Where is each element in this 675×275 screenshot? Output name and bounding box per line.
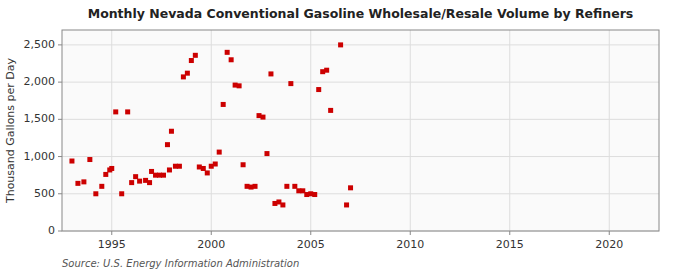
point: [268, 71, 273, 76]
y-grid-line: [62, 193, 659, 194]
point: [264, 151, 269, 156]
x-tick: [410, 231, 411, 235]
x-grid-line: [410, 30, 411, 231]
point: [129, 180, 134, 185]
point: [167, 167, 172, 172]
x-grid-line: [609, 30, 610, 231]
chart: 0 500 1,000 1,500 2,000 2,500 1995 2000 2005 2010…: [0, 0, 675, 275]
point: [201, 166, 206, 171]
point: [284, 184, 289, 189]
y-tick-label: 2,500: [24, 38, 56, 51]
point: [225, 50, 230, 55]
point: [113, 109, 118, 114]
point: [338, 42, 343, 47]
points: [69, 42, 353, 207]
y-grid-line: [62, 156, 659, 157]
point: [133, 174, 138, 179]
point: [288, 81, 293, 86]
point: [205, 170, 210, 175]
point: [312, 192, 317, 197]
point: [119, 191, 124, 196]
y-tick: [58, 119, 62, 120]
point: [81, 179, 86, 184]
x-tick: [111, 231, 112, 235]
point: [161, 173, 166, 178]
point: [137, 179, 142, 184]
y-tick: [58, 156, 62, 157]
point: [229, 57, 234, 62]
y-grid-line: [62, 119, 659, 120]
point: [260, 115, 265, 120]
x-tick: [310, 231, 311, 235]
point: [292, 184, 297, 189]
point: [328, 108, 333, 113]
point: [87, 157, 92, 162]
x-grid-line: [211, 30, 212, 231]
plot-area: [62, 30, 659, 231]
y-grid-line: [62, 82, 659, 83]
point: [193, 53, 198, 58]
grid: [62, 30, 659, 231]
point: [316, 87, 321, 92]
x-tick-label: 2020: [595, 238, 623, 251]
x-grid-line: [111, 30, 112, 231]
x-tick-label: 1995: [98, 238, 126, 251]
x-tick-label: 2015: [496, 238, 524, 251]
y-tick: [58, 82, 62, 83]
x-tick-label: 2000: [197, 238, 225, 251]
point: [189, 58, 194, 63]
point: [125, 109, 130, 114]
point: [177, 164, 182, 169]
point: [69, 159, 74, 164]
x-tick: [211, 231, 212, 235]
y-tick: [58, 44, 62, 45]
point: [221, 102, 226, 107]
y-tick-label: 1,000: [24, 150, 56, 163]
y-tick-label: 2,000: [24, 75, 56, 88]
point: [344, 202, 349, 207]
x-tick: [509, 231, 510, 235]
plot-frame: [62, 30, 659, 231]
y-tick: [58, 231, 62, 232]
x-tick: [609, 231, 610, 235]
x-tick-label: 2010: [396, 238, 424, 251]
y-tick-label: 500: [34, 187, 55, 200]
point: [93, 191, 98, 196]
y-grid-line: [62, 44, 659, 45]
title: Monthly Nevada Conventional Gasoline Who…: [88, 6, 634, 21]
point: [75, 181, 80, 186]
x-tick-label: 2005: [297, 238, 325, 251]
point: [99, 184, 104, 189]
point: [165, 142, 170, 147]
x-grid-line: [509, 30, 510, 231]
point: [185, 71, 190, 76]
y-axis-label: Thousand Gallons per Day: [4, 57, 17, 204]
y-tick: [58, 193, 62, 194]
point: [280, 202, 285, 207]
point: [169, 129, 174, 134]
point: [324, 68, 329, 73]
point: [253, 184, 258, 189]
y-tick-label: 1,500: [24, 112, 56, 125]
point: [348, 185, 353, 190]
point: [241, 162, 246, 167]
point: [147, 180, 152, 185]
point: [103, 172, 108, 177]
point: [217, 150, 222, 155]
point: [213, 162, 218, 167]
y-tick-label: 0: [48, 224, 55, 237]
point: [109, 166, 114, 171]
x-grid-line: [310, 30, 311, 231]
point: [237, 83, 242, 88]
source-note: Source: U.S. Energy Information Administ…: [62, 258, 299, 269]
axes: 0 500 1,000 1,500 2,000 2,500 1995 2000 2005 2010…: [24, 38, 624, 251]
